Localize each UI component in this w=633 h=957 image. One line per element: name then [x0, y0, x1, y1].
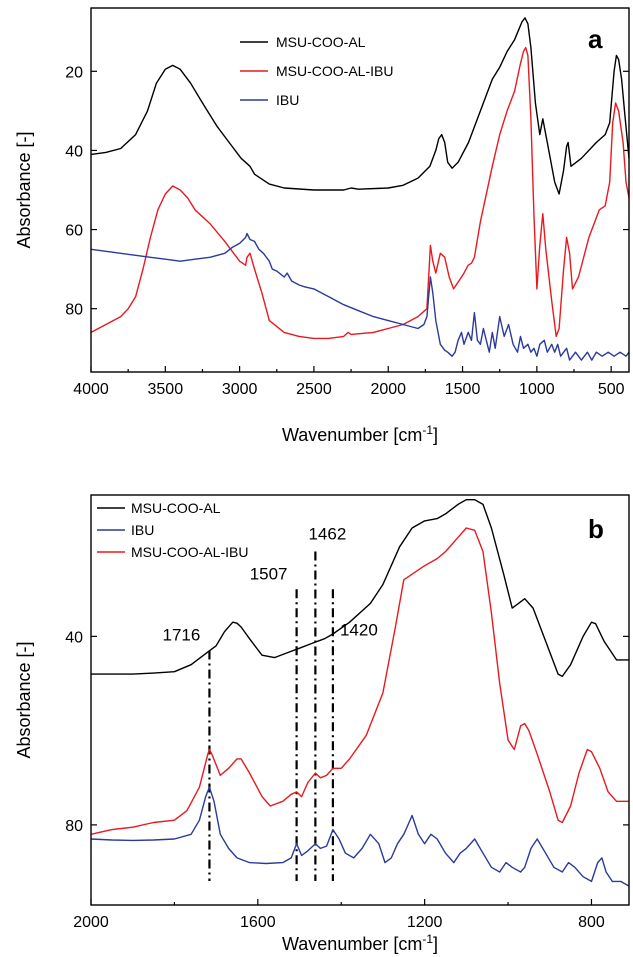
y-tick-label: 80 — [65, 818, 83, 835]
x-tick-label: 1200 — [407, 914, 443, 931]
panel-a: 4000 3500 3000 2500 2000 1500 1000 50020406080 … — [14, 7, 630, 445]
legend-label-ibu: IBU — [276, 92, 299, 108]
x-tick-label: 4000 — [73, 381, 109, 398]
annotation-label-1420: 1420 — [340, 620, 378, 639]
series-line-msu-coo-al — [90, 17, 630, 195]
panel-b-ticks: 2000 1600 1200 800 40 80 — [65, 629, 629, 931]
panel-b-ylabel: Absorbance [-] — [14, 641, 34, 758]
panel-b-series — [90, 499, 630, 887]
panel-a-letter: a — [588, 24, 603, 54]
x-tick-label: 1600 — [240, 914, 276, 931]
annotation-label-1507: 1507 — [250, 564, 288, 583]
series-line-ibu — [90, 786, 630, 887]
x-tick-label: 2500 — [296, 381, 332, 398]
panel-b-frame — [90, 494, 630, 906]
panel-a-xlabel: Wavenumber [cm-1] — [282, 423, 438, 445]
panel-a-ylabel: Absorbance [-] — [14, 131, 34, 248]
x-tick-label: 3500 — [148, 381, 184, 398]
panel-a-series — [90, 17, 630, 361]
panel-b-xlabel: Wavenumber [cm-1] — [282, 932, 438, 954]
series-line-ibu — [90, 232, 630, 361]
panel-a-frame — [90, 7, 630, 373]
x-tick-label: 3000 — [222, 381, 258, 398]
panel-a-ticks: 4000 3500 3000 2500 2000 1500 1000 500 20 40 60 80 — [65, 64, 629, 398]
y-tick-label: 80 — [65, 302, 83, 319]
x-tick-label: 2000 — [370, 381, 406, 398]
panel-b-legend: MSU-COO-AL IBU MSU-COO-AL-IBU — [97, 500, 248, 560]
legend-label-ibu: IBU — [131, 522, 154, 538]
panel-b-letter: b — [588, 514, 604, 544]
legend-label-msu-coo-al: MSU-COO-AL — [276, 34, 366, 50]
series-line-msu-coo-al-ibu — [90, 527, 629, 835]
series-line-msu-coo-al — [91, 499, 629, 678]
x-tick-label: 1500 — [445, 381, 481, 398]
annotation-label-1462: 1462 — [308, 525, 346, 544]
x-tick-label: 500 — [598, 381, 625, 398]
panel-a-legend: MSU-COO-AL MSU-COO-AL-IBU IBU — [240, 34, 393, 108]
panel-b-annotation-lines — [208, 551, 334, 881]
x-tick-label: 800 — [578, 914, 605, 931]
panel-b-annotations: 1716 1507 1462 1420 — [163, 525, 378, 645]
y-tick-label: 20 — [65, 64, 83, 81]
y-tick-label: 40 — [65, 143, 83, 160]
y-tick-label: 60 — [65, 223, 83, 240]
y-tick-label: 40 — [65, 629, 83, 646]
x-tick-label: 2000 — [73, 914, 109, 931]
legend-label-msu-coo-al: MSU-COO-AL — [131, 500, 221, 516]
legend-label-msu-coo-al-ibu: MSU-COO-AL-IBU — [276, 63, 393, 79]
legend-label-msu-coo-al-ibu: MSU-COO-AL-IBU — [131, 544, 248, 560]
annotation-label-1716: 1716 — [163, 626, 201, 645]
x-tick-label: 1000 — [519, 381, 555, 398]
series-line-msu-coo-al-ibu — [90, 46, 630, 340]
panel-b: 2000 1600 1200 800 40 80 b MSU-COO-AL IBU MSU… — [14, 494, 630, 954]
